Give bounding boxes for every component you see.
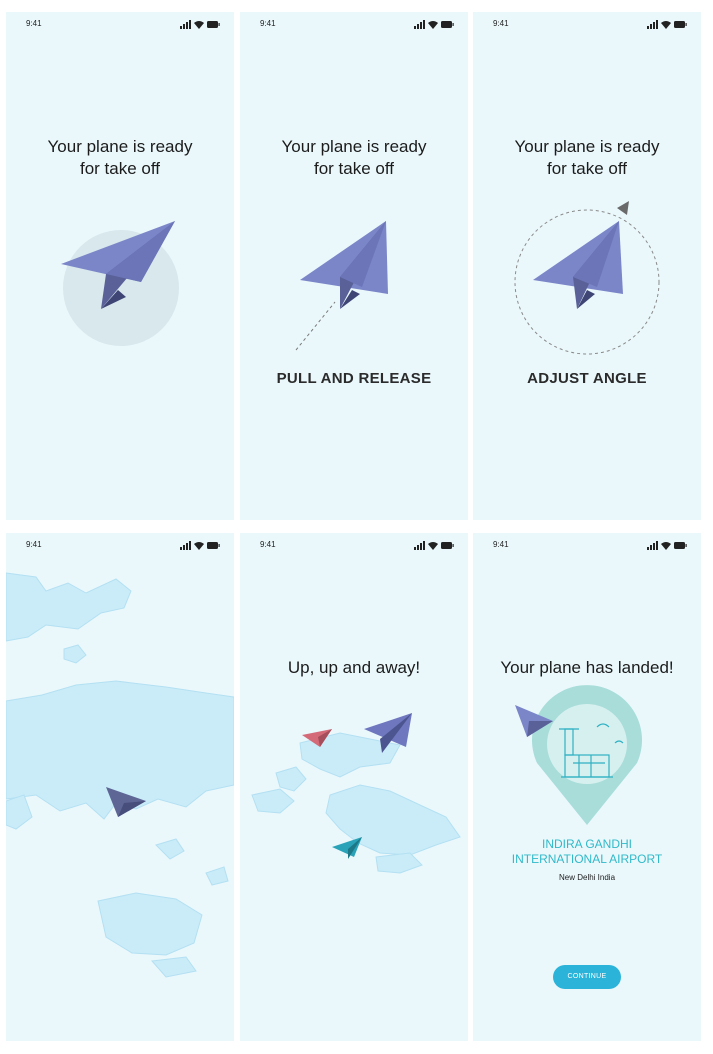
paper-plane-icon: [106, 787, 146, 817]
screen-up-up-away: 9:41 Up, up and away!: [240, 533, 468, 1041]
headline: Your plane is ready for take off: [281, 137, 427, 178]
pull-trajectory-line: [295, 301, 336, 351]
world-map: [251, 713, 461, 874]
airport-building-icon: [559, 723, 624, 778]
status-icons: [180, 541, 220, 550]
screen-ready: 9:41 Your plane is ready for take off: [6, 12, 234, 520]
instruction-label: PULL AND RELEASE: [276, 370, 432, 387]
status-time: 9:41: [26, 19, 42, 28]
headline: Your plane has landed!: [500, 658, 674, 677]
world-map: [6, 572, 234, 978]
status-time: 9:41: [260, 540, 276, 549]
status-icons: [647, 20, 687, 29]
paper-plane-icon: [533, 221, 623, 309]
status-icons: [414, 20, 454, 29]
paper-plane-icon: [515, 705, 553, 737]
screen-flying-map: 9:41: [6, 533, 234, 1041]
status-time: 9:41: [493, 19, 509, 28]
plane-illustration[interactable]: [240, 12, 468, 520]
status-time: 9:41: [260, 19, 276, 28]
paper-plane-icon: [302, 729, 332, 747]
angle-dial-circle: [514, 209, 660, 355]
location-pin-illustration: [515, 685, 642, 825]
headline: Your plane is ready for take off: [47, 137, 193, 178]
instruction-label: ADJUST ANGLE: [527, 370, 647, 387]
headline: Your plane is ready for take off: [514, 137, 660, 178]
plane-illustration[interactable]: [473, 12, 701, 520]
status-time: 9:41: [493, 540, 509, 549]
status-time: 9:41: [26, 540, 42, 549]
status-icons: [180, 20, 220, 29]
airport-city: New Delhi India: [558, 873, 616, 882]
status-icons: [414, 541, 454, 550]
paper-plane-icon: [61, 221, 175, 309]
paper-plane-icon: [364, 713, 412, 753]
angle-handle-icon: [617, 201, 629, 215]
headline: Up, up and away!: [287, 658, 421, 677]
screen-adjust-angle: 9:41 Your plane is ready for take off AD…: [473, 12, 701, 520]
continue-button[interactable]: CONTINUE: [553, 965, 621, 989]
paper-plane-icon: [332, 837, 362, 859]
status-icons: [647, 541, 687, 550]
airport-name: INDIRA GANDHI INTERNATIONAL AIRPORT: [511, 837, 663, 866]
plane-illustration: [61, 221, 179, 346]
screen-pull-release: 9:41 Your plane is ready for take off PU…: [240, 12, 468, 520]
paper-plane-icon: [300, 221, 388, 309]
screen-landed: 9:41 Your plane has landed! INDIRA GANDH…: [473, 533, 701, 1041]
